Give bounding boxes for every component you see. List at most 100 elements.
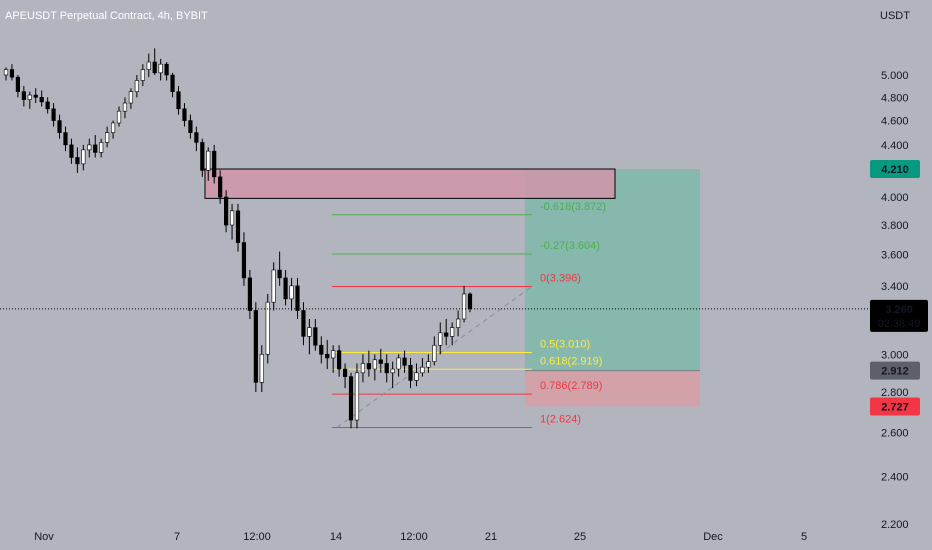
candle (348, 372, 354, 429)
candle (45, 97, 50, 114)
candle (438, 322, 443, 355)
candle-body (384, 363, 389, 374)
candle (283, 270, 288, 306)
candle (313, 319, 318, 351)
candle-body (87, 144, 92, 151)
candle-body (218, 176, 223, 198)
candle (354, 363, 360, 429)
candle-body (3, 69, 9, 76)
y-tick-label: 3.000 (881, 349, 909, 361)
candle-body (337, 350, 342, 370)
candle (158, 58, 163, 81)
candle (277, 251, 282, 286)
candle-body (33, 94, 38, 98)
candle (128, 88, 134, 109)
candle-body (426, 361, 431, 368)
candle (146, 53, 151, 78)
candle-body (342, 368, 348, 377)
zones-layer (204, 168, 700, 407)
candle (105, 126, 110, 148)
y-tick-label: 2.800 (881, 387, 909, 399)
candle (182, 103, 187, 127)
candle (450, 322, 455, 346)
candle (218, 170, 223, 204)
candle-body (360, 363, 366, 374)
candle (360, 354, 366, 383)
candle-body (105, 132, 110, 143)
x-tick-label: 14 (330, 531, 342, 543)
candle-body (414, 372, 419, 381)
candle-body (164, 63, 169, 76)
x-tick-label: 25 (574, 531, 586, 543)
candle (259, 345, 264, 393)
x-tick-label: 7 (174, 531, 180, 543)
candle (444, 319, 449, 346)
candle-body (390, 368, 395, 374)
target-price-badge-text: 4.210 (881, 164, 909, 176)
candle-body (21, 91, 26, 100)
last-price-text: 3.260 (885, 304, 913, 316)
candle-body (295, 285, 300, 311)
candle-body (271, 269, 276, 303)
candle-body (283, 277, 288, 300)
candle (331, 345, 336, 373)
x-tick-label: Dec (703, 531, 723, 543)
candle (420, 357, 425, 377)
candle (390, 361, 395, 389)
candle-body (15, 76, 20, 92)
candle-body (450, 327, 455, 337)
candle-body (170, 74, 175, 92)
candle (122, 97, 128, 119)
x-tick-label: 5 (801, 531, 807, 543)
time-axis[interactable]: Nov 7 12:00 14 12:00 21 25 Dec 5 (34, 531, 807, 543)
candle (140, 64, 145, 87)
candle (295, 277, 300, 319)
candle (110, 120, 116, 139)
candle-body (63, 132, 68, 146)
candle-body (134, 80, 139, 92)
stop-price-badge-bg (870, 397, 920, 416)
candle-body (420, 366, 425, 374)
candle (301, 302, 306, 346)
candle-body (241, 242, 247, 279)
demand-zone-rectangle[interactable] (204, 168, 616, 199)
fib-level-label: 0.5(3.010) (540, 338, 590, 350)
fib-level-label: 0.618(2.919) (540, 355, 602, 367)
x-tick-label: 21 (485, 531, 497, 543)
candle-body (128, 91, 134, 104)
candle (99, 138, 104, 158)
candle-body (307, 327, 312, 337)
candle-body (301, 310, 306, 337)
candle (188, 114, 193, 139)
candle-body (57, 120, 62, 133)
candle (366, 350, 371, 377)
target-price-badge: 4.210 (870, 160, 920, 179)
candle-body (116, 110, 122, 124)
candle (235, 203, 241, 252)
candle-body (146, 61, 151, 70)
currency-label: USDT (880, 10, 910, 22)
stop-zone[interactable] (525, 370, 700, 407)
candle (271, 262, 276, 311)
candle (253, 302, 258, 393)
candle (21, 86, 26, 107)
candle (87, 138, 92, 158)
target-zone[interactable] (525, 169, 700, 371)
candle (170, 72, 175, 98)
candle (152, 48, 157, 75)
candle (27, 91, 32, 109)
candle (134, 75, 139, 98)
candle-body (313, 327, 318, 346)
candle-body (158, 63, 163, 74)
candle-body (467, 293, 473, 310)
price-axis[interactable]: 5.0004.8004.6004.4004.2004.0003.8003.600… (881, 70, 909, 531)
candle (456, 310, 461, 337)
candle-body (229, 210, 235, 226)
x-tick-label: 12:00 (243, 531, 271, 543)
candle (467, 292, 473, 313)
candle (384, 354, 389, 383)
candle (93, 135, 98, 158)
candle (319, 336, 324, 364)
